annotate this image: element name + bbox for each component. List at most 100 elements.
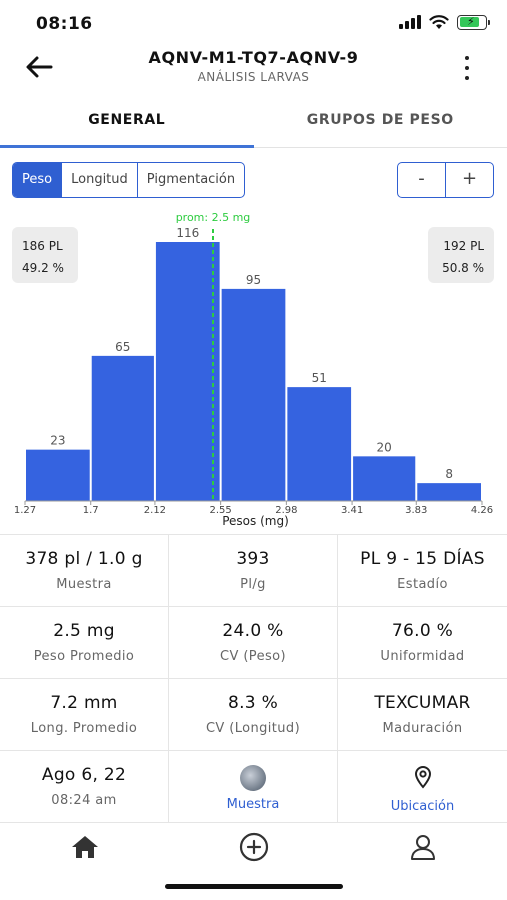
wifi-icon bbox=[429, 15, 449, 29]
sample-time: 08:24 am bbox=[51, 793, 117, 808]
page-subtitle: ANÁLISIS LARVAS bbox=[197, 70, 310, 84]
mean-label: prom: 2.5 mg bbox=[176, 211, 251, 224]
stat-value: TEXCUMAR bbox=[374, 693, 471, 713]
x-tick-label: 1.7 bbox=[83, 505, 99, 516]
stat-muestra: 378 pl / 1.0 g Muestra bbox=[0, 535, 169, 606]
summary-left-count: 186 PL bbox=[22, 239, 63, 253]
bar-value-label: 23 bbox=[50, 434, 65, 448]
summary-left-percent: 49.2 % bbox=[22, 261, 64, 275]
stat-value: 76.0 % bbox=[391, 621, 454, 641]
page-title: AQNV-M1-TQ7-AQNV-9 bbox=[148, 48, 359, 67]
histogram-bar bbox=[26, 449, 90, 501]
segment-peso[interactable]: Peso bbox=[13, 163, 63, 197]
stat-value: PL 9 - 15 DÍAS bbox=[360, 549, 485, 569]
stat-label: Maduración bbox=[382, 721, 463, 736]
stat-long-promedio: 7.2 mm Long. Promedio bbox=[0, 679, 169, 750]
home-icon[interactable] bbox=[70, 834, 100, 860]
stat-label: Long. Promedio bbox=[30, 721, 138, 736]
stat-estadio: PL 9 - 15 DÍAS Estadío bbox=[338, 535, 507, 606]
bottom-navigation bbox=[0, 822, 507, 872]
histogram-bar bbox=[155, 242, 220, 501]
segment-longitud[interactable]: Longitud bbox=[62, 163, 138, 197]
bar-value-label: 51 bbox=[312, 371, 327, 385]
stat-label: Muestra bbox=[56, 577, 112, 592]
battery-icon: ⚡ bbox=[457, 14, 490, 30]
zoom-in-button[interactable]: + bbox=[461, 168, 478, 189]
stat-value: 393 bbox=[236, 549, 270, 569]
stat-label: Uniformidad bbox=[380, 649, 465, 664]
stats-row: 378 pl / 1.0 g Muestra 393 Pl/g PL 9 - 1… bbox=[0, 535, 507, 607]
stat-pl-per-g: 393 Pl/g bbox=[169, 535, 338, 606]
segment-pigmentacion[interactable]: Pigmentación bbox=[146, 172, 236, 187]
header: AQNV-M1-TQ7-AQNV-9 ANÁLISIS LARVAS bbox=[0, 44, 507, 96]
bar-value-label: 65 bbox=[115, 340, 130, 354]
summary-right-box: 192 PL 50.8 % bbox=[428, 227, 494, 283]
bar-value-label: 116 bbox=[176, 226, 199, 240]
summary-right-percent: 50.8 % bbox=[442, 261, 484, 275]
sample-link[interactable]: Muestra bbox=[226, 797, 280, 812]
tab-grupos-de-peso[interactable]: GRUPOS DE PESO bbox=[306, 112, 454, 128]
tab-bar: GENERAL GRUPOS DE PESO bbox=[0, 100, 507, 148]
sample-thumbnail-icon[interactable] bbox=[240, 765, 266, 791]
summary-left-box: 186 PL 49.2 % bbox=[12, 227, 78, 283]
x-tick-label: 2.12 bbox=[144, 505, 166, 516]
bar-value-label: 95 bbox=[246, 273, 261, 287]
stat-peso-promedio: 2.5 mg Peso Promedio bbox=[0, 607, 169, 678]
status-icons: ⚡ bbox=[399, 14, 490, 30]
stat-value: 378 pl / 1.0 g bbox=[25, 549, 143, 569]
nav-home[interactable] bbox=[0, 822, 169, 872]
stat-cv-longitud: 8.3 % CV (Longitud) bbox=[169, 679, 338, 750]
stat-label: CV (Longitud) bbox=[205, 721, 301, 736]
sample-datetime: Ago 6, 22 08:24 am bbox=[0, 751, 169, 822]
stats-row: 2.5 mg Peso Promedio 24.0 % CV (Peso) 76… bbox=[0, 607, 507, 679]
more-vertical-icon[interactable] bbox=[463, 56, 471, 80]
weight-histogram: 23 65 116 95 51 20 8 1.27 1.7 2.12 2.55 2.98 3.41 3.8… bbox=[0, 205, 507, 530]
bar-value-label: 8 bbox=[445, 467, 453, 481]
signal-icon bbox=[399, 15, 421, 29]
summary-right-count: 192 PL bbox=[443, 239, 484, 253]
x-tick-label: 4.26 bbox=[471, 505, 493, 516]
x-axis-label: Pesos (mg) bbox=[222, 514, 289, 528]
histogram-svg: 23 65 116 95 51 20 8 1.27 1.7 2.12 2.55 2.98 3.41 3.8… bbox=[14, 211, 493, 528]
sample-date: Ago 6, 22 bbox=[41, 765, 127, 785]
home-indicator bbox=[165, 884, 343, 889]
histogram-bar bbox=[287, 387, 352, 501]
x-tick-label: 3.41 bbox=[341, 505, 363, 516]
stat-cv-peso: 24.0 % CV (Peso) bbox=[169, 607, 338, 678]
x-tick-label: 1.27 bbox=[14, 505, 36, 516]
nav-profile[interactable] bbox=[338, 822, 507, 872]
stat-value: 7.2 mm bbox=[50, 693, 118, 713]
user-icon[interactable] bbox=[409, 833, 437, 861]
location-link-cell[interactable]: Ubicación bbox=[338, 751, 507, 822]
zoom-out-button[interactable]: - bbox=[398, 163, 446, 197]
map-pin-icon[interactable] bbox=[414, 765, 432, 789]
stats-grid: 378 pl / 1.0 g Muestra 393 Pl/g PL 9 - 1… bbox=[0, 534, 507, 823]
zoom-control: - + bbox=[397, 162, 494, 198]
stat-label: Pl/g bbox=[240, 577, 266, 592]
stat-maduracion: TEXCUMAR Maduración bbox=[338, 679, 507, 750]
footer-row: Ago 6, 22 08:24 am Muestra Ubicación bbox=[0, 751, 507, 823]
histogram-bar bbox=[353, 456, 416, 501]
tab-general[interactable]: GENERAL bbox=[0, 100, 254, 148]
bar-value-label: 20 bbox=[377, 440, 392, 454]
sample-link-cell[interactable]: Muestra bbox=[169, 751, 338, 822]
status-bar: 08:16 ⚡ bbox=[0, 0, 507, 44]
plus-circle-icon[interactable] bbox=[238, 831, 270, 863]
stat-label: CV (Peso) bbox=[220, 649, 286, 664]
stat-uniformidad: 76.0 % Uniformidad bbox=[338, 607, 507, 678]
stats-row: 7.2 mm Long. Promedio 8.3 % CV (Longitud… bbox=[0, 679, 507, 751]
stat-value: 2.5 mg bbox=[53, 621, 115, 641]
histogram-bar bbox=[417, 483, 481, 501]
histogram-bar bbox=[221, 288, 286, 501]
nav-add[interactable] bbox=[169, 822, 338, 872]
x-tick-label: 3.83 bbox=[405, 505, 427, 516]
arrow-left-icon[interactable] bbox=[24, 54, 54, 80]
stat-label: Estadío bbox=[397, 577, 448, 592]
histogram-bar bbox=[91, 355, 154, 501]
x-tick-label: 2.55 bbox=[210, 505, 232, 516]
stat-label: Peso Promedio bbox=[33, 649, 135, 664]
stat-value: 8.3 % bbox=[227, 693, 279, 713]
metric-segmented-control: Peso Longitud Pigmentación bbox=[12, 162, 246, 198]
location-link[interactable]: Ubicación bbox=[390, 799, 455, 814]
stat-value: 24.0 % bbox=[222, 621, 284, 641]
